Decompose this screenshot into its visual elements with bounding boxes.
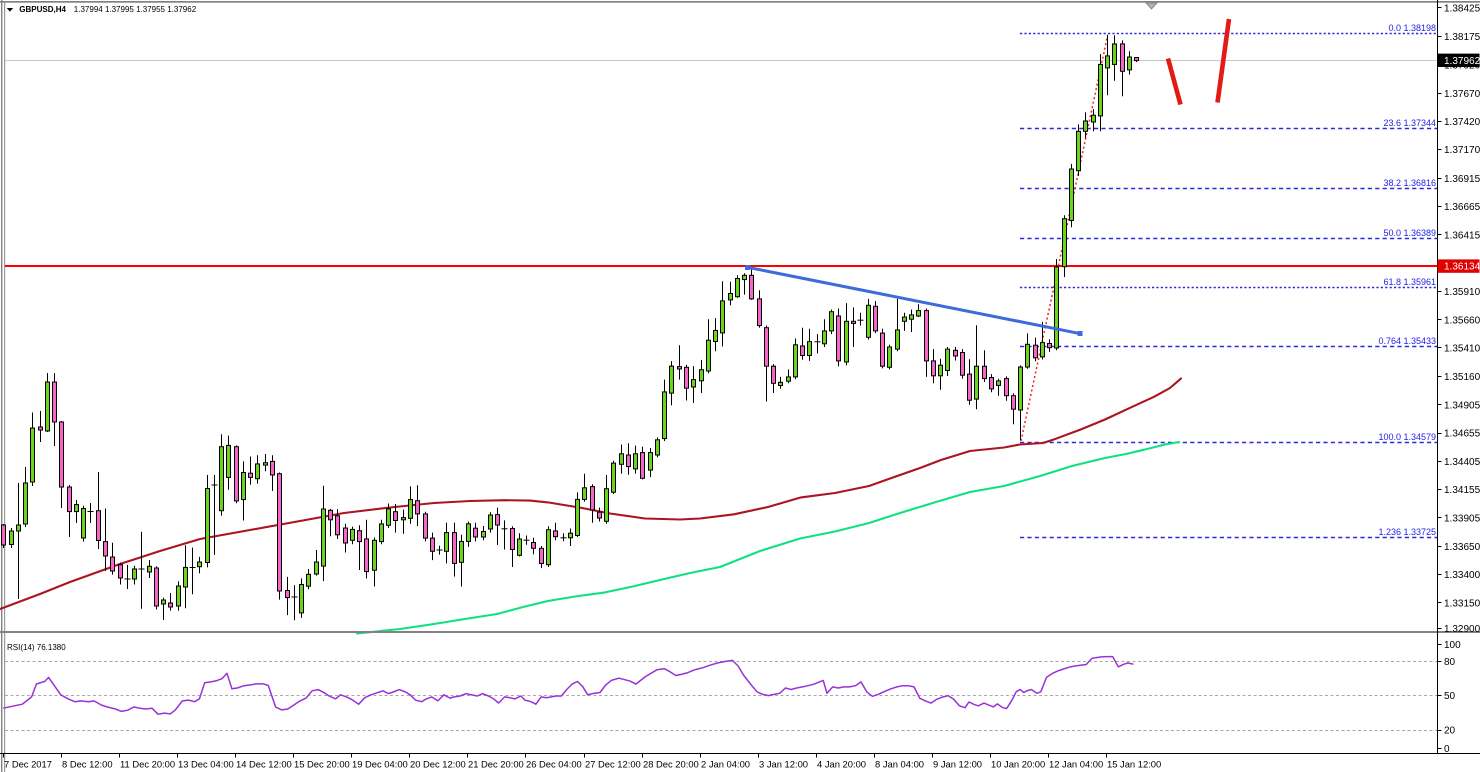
svg-text:1.37420: 1.37420	[1444, 117, 1480, 128]
svg-text:1.38425: 1.38425	[1444, 4, 1480, 15]
svg-text:GBPUSD,H4: GBPUSD,H4	[19, 5, 66, 14]
svg-text:50: 50	[1444, 691, 1456, 702]
svg-text:15 Jan 12:00: 15 Jan 12:00	[1107, 759, 1161, 770]
svg-text:1.36915: 1.36915	[1444, 174, 1480, 185]
svg-text:8 Jan 04:00: 8 Jan 04:00	[875, 759, 924, 770]
svg-text:23.6 1.37344: 23.6 1.37344	[1383, 118, 1436, 128]
svg-text:1.33650: 1.33650	[1444, 542, 1480, 553]
svg-text:1.37670: 1.37670	[1444, 89, 1480, 100]
svg-text:0: 0	[1444, 744, 1450, 755]
svg-text:1.35160: 1.35160	[1444, 372, 1480, 383]
svg-text:80: 80	[1444, 657, 1456, 668]
svg-text:11 Dec 20:00: 11 Dec 20:00	[120, 759, 175, 770]
svg-text:1.36134: 1.36134	[1444, 262, 1480, 273]
svg-text:13 Dec 04:00: 13 Dec 04:00	[178, 759, 234, 770]
svg-text:1.34155: 1.34155	[1444, 485, 1480, 496]
svg-text:15 Dec 20:00: 15 Dec 20:00	[294, 759, 350, 770]
svg-text:2 Jan 04:00: 2 Jan 04:00	[701, 759, 750, 770]
svg-text:1.36665: 1.36665	[1444, 202, 1480, 213]
svg-text:1.37170: 1.37170	[1444, 145, 1480, 156]
svg-text:1.33905: 1.33905	[1444, 513, 1480, 524]
svg-text:50.0 1.36389: 50.0 1.36389	[1383, 228, 1436, 238]
svg-text:7 Dec 2017: 7 Dec 2017	[4, 759, 52, 770]
svg-text:1.34405: 1.34405	[1444, 457, 1480, 468]
svg-text:1.35910: 1.35910	[1444, 287, 1480, 298]
svg-text:1.33400: 1.33400	[1444, 570, 1480, 581]
svg-text:27 Dec 12:00: 27 Dec 12:00	[585, 759, 641, 770]
svg-text:0.764 1.35433: 0.764 1.35433	[1378, 336, 1436, 346]
svg-text:1.35660: 1.35660	[1444, 315, 1480, 326]
svg-text:12 Jan 04:00: 12 Jan 04:00	[1049, 759, 1103, 770]
svg-text:28 Dec 20:00: 28 Dec 20:00	[643, 759, 699, 770]
svg-text:1.34655: 1.34655	[1444, 429, 1480, 440]
svg-text:21 Dec 20:00: 21 Dec 20:00	[468, 759, 524, 770]
svg-text:8 Dec 12:00: 8 Dec 12:00	[62, 759, 113, 770]
svg-text:1.32900: 1.32900	[1444, 624, 1480, 635]
svg-text:3 Jan 12:00: 3 Jan 12:00	[759, 759, 808, 770]
svg-text:1.38175: 1.38175	[1444, 32, 1480, 43]
svg-text:0.0 1.38198: 0.0 1.38198	[1388, 23, 1436, 33]
svg-text:RSI(14) 76.1380: RSI(14) 76.1380	[7, 643, 66, 652]
svg-text:1.35410: 1.35410	[1444, 344, 1480, 355]
svg-text:1.37994 1.37995 1.37955 1.3796: 1.37994 1.37995 1.37955 1.37962	[74, 5, 197, 14]
svg-text:26 Dec 04:00: 26 Dec 04:00	[526, 759, 582, 770]
svg-text:1.34905: 1.34905	[1444, 401, 1480, 412]
svg-text:10 Jan 20:00: 10 Jan 20:00	[991, 759, 1045, 770]
svg-text:20 Dec 12:00: 20 Dec 12:00	[410, 759, 466, 770]
svg-text:19 Dec 04:00: 19 Dec 04:00	[352, 759, 408, 770]
svg-text:1.33150: 1.33150	[1444, 598, 1480, 609]
svg-text:38.2 1.36816: 38.2 1.36816	[1383, 178, 1436, 188]
svg-text:1.236 1.33725: 1.236 1.33725	[1378, 527, 1436, 537]
svg-text:1.37962: 1.37962	[1444, 56, 1480, 67]
svg-text:4 Jan 20:00: 4 Jan 20:00	[817, 759, 866, 770]
svg-text:100: 100	[1444, 640, 1461, 651]
svg-text:14 Dec 12:00: 14 Dec 12:00	[236, 759, 292, 770]
svg-text:9 Jan 12:00: 9 Jan 12:00	[933, 759, 982, 770]
svg-text:20: 20	[1444, 726, 1456, 737]
svg-text:1.36415: 1.36415	[1444, 230, 1480, 241]
svg-text:100.0 1.34579: 100.0 1.34579	[1378, 432, 1436, 442]
svg-text:61.8 1.35961: 61.8 1.35961	[1383, 277, 1436, 287]
